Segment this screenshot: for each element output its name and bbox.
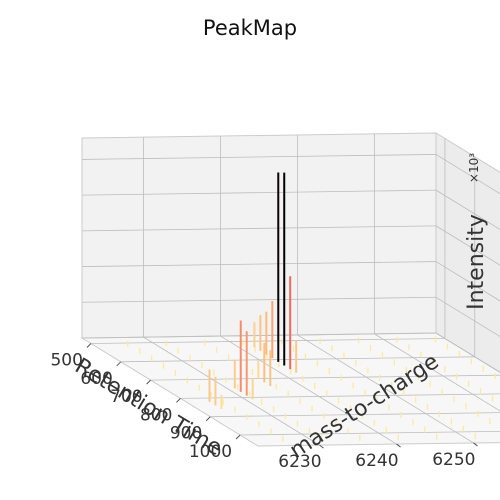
x-grid-floor (120, 356, 475, 363)
z-grid-left (81, 296, 437, 303)
chart-title: PeakMap (203, 16, 297, 40)
x-tick-mark (205, 416, 211, 422)
x-tick-mark (116, 361, 122, 367)
left-wall-pane (81, 132, 437, 339)
y-tick-label: 6250 (432, 450, 475, 470)
y-grid-floor (143, 336, 320, 446)
z-grid-right (435, 189, 500, 230)
x-tick-mark (146, 379, 151, 385)
z-grid-left (81, 154, 437, 160)
x-grid-floor (240, 430, 500, 436)
z-axis-label: Intensity (464, 214, 489, 310)
z-grid-right (435, 154, 500, 195)
x-tick-mark (235, 434, 241, 440)
x-tick-label: 900 (170, 424, 202, 444)
x-tick-label: 1000 (189, 442, 232, 462)
z-grid-left (81, 332, 437, 339)
x-tick-mark (176, 398, 181, 403)
z-exponent-label: ×10³ (467, 153, 481, 183)
y-grid-floor (220, 335, 397, 445)
z-grid-right (435, 296, 500, 338)
x-grid-floor (210, 412, 500, 418)
right-wall-pane (435, 132, 500, 373)
x-grid-floor (180, 393, 500, 399)
x-tick-label: 600 (80, 369, 112, 389)
y-grid-floor (297, 334, 474, 444)
axis-ticks: 5006007008009001000623062406250626001234… (50, 343, 478, 472)
peak-bars (208, 172, 298, 410)
x-tick-mark (86, 343, 92, 348)
x-tick-label: 700 (110, 387, 142, 407)
z-grid-right (435, 225, 500, 266)
axes-grid (81, 133, 500, 446)
y-grid-floor (374, 333, 500, 412)
z-grid-right (435, 332, 500, 373)
x-grid-floor (90, 338, 445, 344)
z-grid-left (81, 189, 437, 196)
z-grid-right (435, 261, 500, 302)
x-tick-label: 500 (50, 350, 82, 370)
y-tick-mark (473, 442, 478, 447)
y-tick-mark (396, 443, 401, 448)
noise-floor (127, 336, 496, 442)
y-tick-label: 6240 (355, 451, 398, 471)
x-tick-label: 800 (140, 405, 172, 425)
y-tick-label: 6230 (278, 452, 321, 472)
z-grid-left (81, 261, 437, 267)
y-tick-mark (319, 444, 324, 449)
z-grid-left (81, 225, 437, 232)
